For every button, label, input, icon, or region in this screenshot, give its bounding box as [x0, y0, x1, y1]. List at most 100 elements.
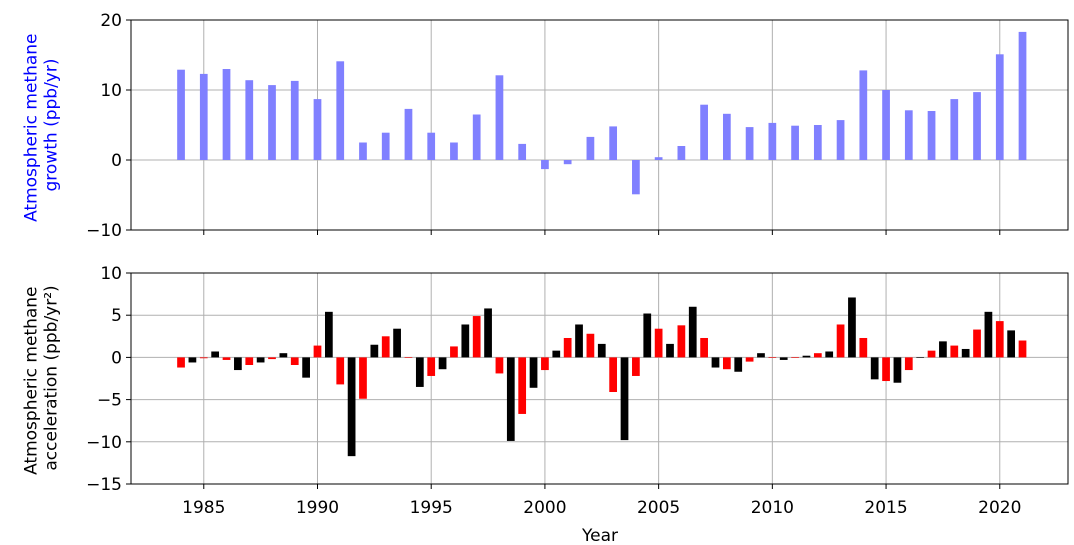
x-tick-label: 2015 — [864, 498, 907, 518]
bar — [427, 132, 436, 160]
bar — [700, 104, 708, 160]
bar — [870, 357, 879, 380]
y-tick-label: 5 — [111, 306, 122, 326]
bottom-ylabel-line-2: acceleration (ppb/yr²) — [42, 285, 62, 470]
x-tick-label: 2010 — [751, 498, 794, 518]
bar — [791, 125, 799, 160]
y-tick-label: −10 — [86, 433, 122, 453]
bar — [290, 357, 299, 365]
bar — [199, 357, 208, 359]
bar — [404, 108, 413, 160]
bar — [950, 99, 959, 160]
x-tick-label: 1985 — [182, 498, 225, 518]
bar — [586, 136, 595, 160]
bar — [313, 345, 322, 358]
bar — [415, 357, 424, 387]
bar — [757, 353, 765, 358]
bar — [472, 316, 481, 358]
bar — [643, 313, 652, 358]
bar — [484, 308, 492, 358]
bar — [563, 337, 572, 358]
bar — [700, 337, 708, 358]
bar — [973, 92, 981, 160]
bar — [734, 357, 743, 372]
bar — [859, 337, 868, 358]
bar — [199, 73, 208, 160]
top-ticks: −10 0 10 20 — [86, 11, 1001, 241]
bar — [472, 114, 481, 160]
bottom-ylabel-line-1: Atmospheric methane — [21, 286, 41, 474]
bar — [836, 324, 845, 358]
top-bars — [177, 31, 1027, 195]
bar — [927, 111, 936, 160]
bar — [256, 357, 265, 363]
bottom-xlabel: Year — [581, 526, 618, 545]
bar — [836, 120, 845, 160]
bar — [927, 350, 936, 358]
bar — [586, 333, 595, 358]
bar — [381, 132, 390, 160]
bar — [609, 126, 618, 160]
bar — [677, 146, 686, 160]
bar — [597, 343, 606, 358]
top-ylabel-line-2: growth (ppb/yr) — [42, 59, 62, 192]
bar — [222, 357, 231, 360]
bottom-bars — [177, 297, 1027, 457]
x-tick-label: 1990 — [296, 498, 339, 518]
bar — [450, 142, 458, 160]
bar — [211, 351, 220, 358]
bar — [222, 69, 231, 160]
y-tick-label: 10 — [100, 264, 122, 284]
bar — [802, 355, 811, 358]
bar — [268, 85, 276, 160]
bar — [518, 143, 527, 160]
bar — [359, 357, 367, 399]
bar — [450, 346, 458, 358]
bar — [609, 357, 618, 393]
x-tick-label: 1995 — [410, 498, 453, 518]
bar — [188, 357, 197, 363]
bar — [882, 90, 890, 160]
bar — [893, 357, 902, 383]
bar — [279, 353, 288, 358]
bar — [995, 54, 1004, 160]
bar — [916, 357, 925, 358]
bottom-axes-frame — [130, 272, 1069, 485]
bar — [791, 357, 799, 358]
y-tick-label: 0 — [111, 348, 122, 368]
y-tick-label: −5 — [97, 391, 122, 411]
bar — [245, 357, 254, 365]
bar — [859, 70, 868, 160]
x-tick-label: 2000 — [523, 498, 566, 518]
bar — [404, 357, 413, 358]
bar — [654, 157, 663, 160]
bar — [813, 353, 822, 358]
bar — [529, 357, 538, 388]
bar — [541, 160, 549, 170]
bar — [563, 160, 572, 165]
bar — [882, 357, 890, 382]
bar — [370, 344, 379, 358]
bar — [779, 357, 788, 360]
bar — [984, 311, 993, 358]
bar — [506, 357, 515, 441]
bottom-ylabel: Atmospheric methane acceleration (ppb/yr… — [21, 281, 61, 475]
bar — [632, 160, 640, 195]
x-tick-label: 2020 — [978, 498, 1021, 518]
bar — [745, 357, 754, 362]
bar — [688, 306, 697, 358]
bar — [313, 99, 322, 160]
bar — [234, 357, 242, 371]
top-panel: −10 0 10 20 Atmospheric methane growth (ppb… — [21, 11, 1069, 241]
bottom-gridlines — [131, 272, 1068, 485]
bar — [552, 350, 561, 358]
bar — [939, 341, 947, 358]
bar — [995, 321, 1004, 358]
bar — [518, 357, 527, 414]
bar — [768, 357, 777, 358]
bar — [495, 357, 504, 374]
bar — [393, 328, 401, 358]
bar — [620, 357, 629, 441]
bar — [177, 69, 185, 160]
bar — [336, 61, 345, 160]
